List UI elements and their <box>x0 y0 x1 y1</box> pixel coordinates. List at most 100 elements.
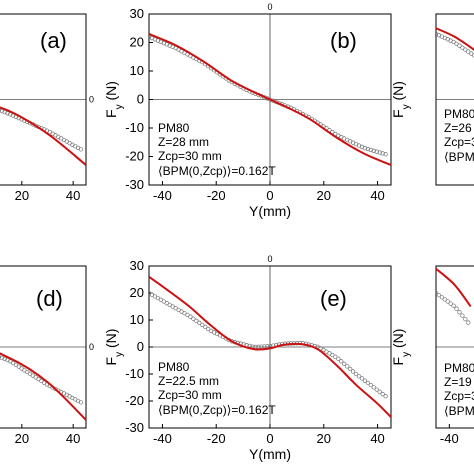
data-point <box>463 47 468 52</box>
panel-label: (d) <box>36 286 63 311</box>
x-tick-label: 0 <box>266 431 273 446</box>
data-point <box>191 316 196 321</box>
data-point <box>454 306 459 311</box>
data-point <box>0 108 2 112</box>
data-point <box>359 376 365 381</box>
data-point <box>371 148 376 153</box>
data-point <box>445 299 450 304</box>
data-point <box>365 380 371 386</box>
x-tick-label: 20 <box>15 188 29 203</box>
data-point <box>194 318 199 323</box>
y-tick-label: 0 <box>137 339 144 354</box>
data-point <box>356 374 362 379</box>
data-point <box>342 361 347 366</box>
data-point <box>200 322 205 328</box>
data-point <box>347 366 353 372</box>
y-tick-label: -20 <box>125 393 144 408</box>
data-point <box>371 385 376 390</box>
y-tick-label: 20 <box>130 35 144 50</box>
y-tick-label: 20 <box>130 285 144 300</box>
y-tick-label: 0 <box>137 92 144 107</box>
plot-data <box>436 27 474 58</box>
data-point <box>350 369 356 374</box>
x-tick-label: -40 <box>440 431 459 446</box>
data-point <box>78 147 84 152</box>
series-line <box>436 27 474 51</box>
plot-data <box>0 106 86 166</box>
data-point <box>377 389 382 394</box>
info-material: PM80 <box>158 121 190 135</box>
y-tick-label: 30 <box>130 258 144 273</box>
data-point <box>336 356 341 361</box>
panel-f: -40 Fy (N) <box>390 265 474 446</box>
right-zero-label: 0 <box>89 342 94 352</box>
panel-f-info: PM80 Z=19 Zcp=30 ⟨BPM(0, <box>444 361 474 418</box>
data-point <box>460 313 465 318</box>
data-point <box>380 151 385 156</box>
data-point <box>466 320 471 325</box>
series-line <box>0 352 86 421</box>
x-tick-label: 40 <box>370 431 384 446</box>
top-zero-label: 0 <box>267 2 272 12</box>
data-point <box>436 292 442 298</box>
y-tick-label: -10 <box>125 366 144 381</box>
info-z: Z=19 <box>444 375 472 389</box>
x-tick-label: 0 <box>266 188 273 203</box>
data-point <box>471 53 474 58</box>
info-zcp: Zcp=30 <box>444 389 474 403</box>
panel-label: (b) <box>330 28 357 53</box>
data-point <box>188 314 193 319</box>
data-point <box>457 43 462 48</box>
data-point <box>0 108 4 114</box>
data-point <box>197 320 202 325</box>
x-tick-label: 20 <box>317 188 331 203</box>
data-point <box>463 316 468 322</box>
panel-a: 20 40 0 (a) <box>0 13 94 203</box>
data-point <box>0 355 2 359</box>
data-point <box>353 371 359 377</box>
data-point <box>469 51 474 56</box>
x-axis-label: Y(mm) <box>249 203 291 219</box>
data-point <box>374 387 379 392</box>
info-bpm: ⟨BPM(0, <box>444 404 474 418</box>
info-z: Z=28 mm <box>158 135 209 149</box>
panel-e-info: PM80 Z=22.5 mm Zcp=30 mm ⟨BPM(0,Zcp)⟩=0.… <box>158 360 276 417</box>
data-point <box>365 146 371 152</box>
data-point <box>377 150 382 155</box>
data-point <box>2 356 7 362</box>
panel-d: 20 40 0 (d) <box>0 265 94 446</box>
data-point <box>457 310 462 315</box>
y-tick-label: 10 <box>130 312 144 327</box>
data-point <box>383 394 388 399</box>
data-point <box>442 297 447 302</box>
series-line <box>436 267 472 308</box>
data-point <box>2 109 7 115</box>
data-point <box>448 301 453 306</box>
data-point <box>374 149 379 154</box>
y-axis-label: Fy (N) <box>103 81 125 118</box>
y-tick-label: -10 <box>125 120 144 135</box>
data-point <box>0 355 4 361</box>
data-point <box>451 303 456 308</box>
data-point <box>333 354 338 359</box>
panel-c-info: PM80 Z=26 Zcp=30 ⟨BPM(0, <box>444 107 474 164</box>
data-point <box>362 146 368 151</box>
data-point <box>362 378 368 383</box>
info-material: PM80 <box>158 360 190 374</box>
panel-label: (e) <box>320 286 347 311</box>
y-tick-label: 10 <box>130 63 144 78</box>
info-bpm: ⟨BPM(0,Zcp)⟩=0.162T <box>158 403 276 417</box>
series-line <box>0 106 86 166</box>
plot-data <box>0 352 86 421</box>
right-zero-label: 0 <box>89 95 94 105</box>
y-tick-label: -30 <box>125 177 144 192</box>
plot-data <box>436 267 472 325</box>
data-point <box>454 41 459 46</box>
data-point <box>339 359 344 364</box>
info-zcp: Zcp=30 mm <box>158 388 222 402</box>
info-material: PM80 <box>444 107 474 121</box>
x-tick-label: 20 <box>317 431 331 446</box>
data-point <box>203 324 208 330</box>
